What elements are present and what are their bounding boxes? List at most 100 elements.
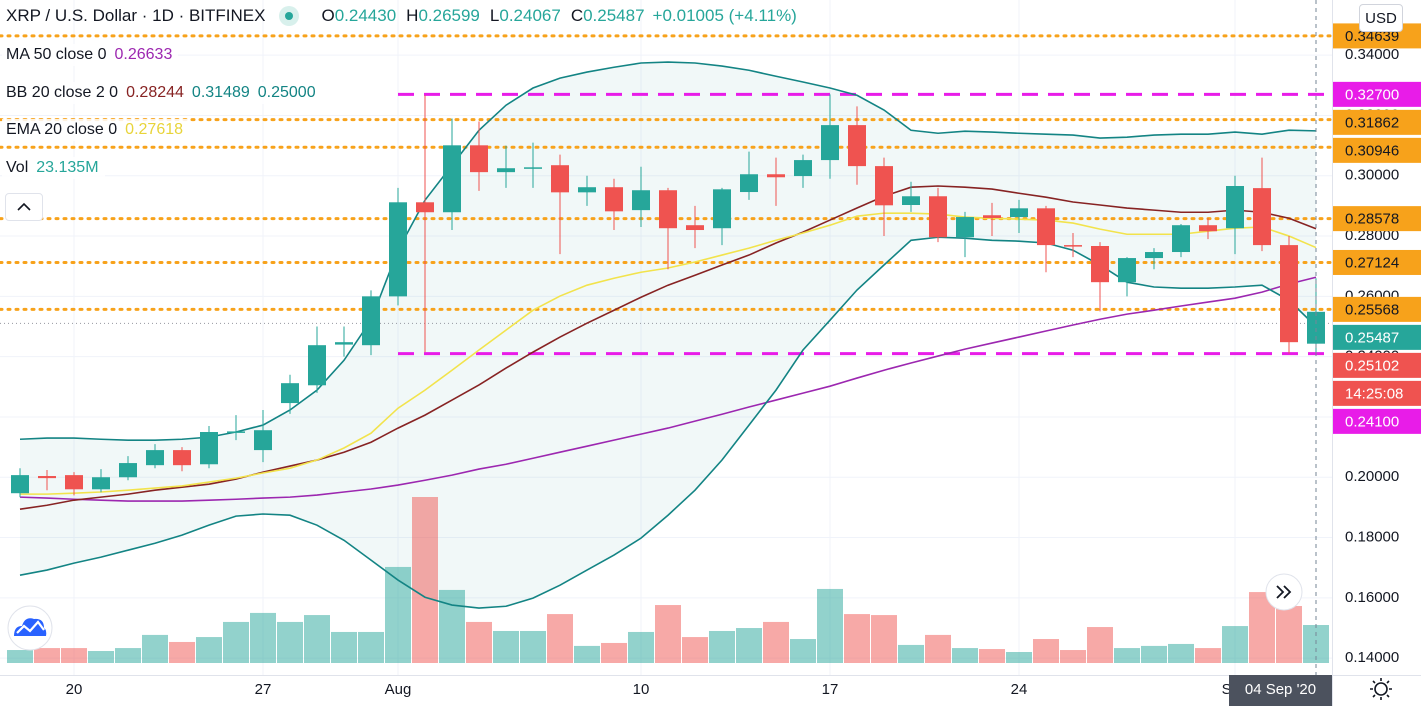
volume-bar (169, 641, 195, 663)
bar-countdown-badge (1333, 380, 1421, 406)
volume-bar (493, 630, 519, 663)
legend-label: Vol (6, 158, 29, 176)
volume-bar (709, 630, 735, 663)
candle-body (848, 125, 866, 167)
y-tick-label: 0.16000 (1345, 589, 1399, 606)
candle-body (605, 187, 623, 212)
volume-bar (412, 497, 438, 663)
candle-body (443, 145, 461, 213)
candle-body (227, 431, 245, 433)
volume-bar (196, 637, 222, 663)
candle-body (38, 476, 56, 479)
y-tick-label: 0.14000 (1345, 649, 1399, 666)
market-status[interactable] (279, 6, 300, 26)
volume-bar (979, 649, 1005, 663)
y-tick-label: 0.20000 (1345, 468, 1399, 485)
level-price-label-badge (1333, 109, 1421, 135)
volume-bar (1033, 639, 1059, 663)
legend-value: 0.25000 (257, 83, 316, 101)
legend-value: 23.135M (36, 158, 99, 176)
candle-body (200, 432, 218, 465)
candle-body (659, 190, 677, 229)
candle-body (767, 174, 785, 178)
volume-bar (925, 634, 951, 663)
candle-body (470, 145, 488, 173)
candle-body (578, 187, 596, 193)
legend-label: MA 50 close 0 (6, 46, 107, 63)
level-price-label-badge (1333, 81, 1421, 107)
collapse-icon (17, 202, 31, 211)
candle-body (1280, 245, 1298, 343)
time-axis-pane (0, 675, 1421, 706)
volume-bar (115, 648, 141, 663)
candle-body (92, 477, 110, 490)
y-tick-label: 0.34000 (1345, 46, 1399, 63)
legend-row: Vol 23.135M (2, 156, 105, 179)
volume-bar (1249, 592, 1275, 663)
level-price-label-badge (1333, 296, 1421, 322)
candle-body (416, 202, 434, 213)
level-price-label-badge (1333, 408, 1421, 434)
volume-bar (574, 645, 600, 663)
candle-body (875, 166, 893, 206)
crosshair-date-badge (1229, 675, 1332, 706)
candle-body (794, 160, 812, 177)
candle-body (686, 225, 704, 231)
volume-bar (88, 651, 114, 663)
level-price-label: 0.25568 (1345, 301, 1399, 318)
volume-bar (1168, 643, 1194, 663)
level-price-label: 0.24100 (1345, 413, 1399, 430)
volume-bar (952, 648, 978, 663)
legend-row: MA 50 close 0 0.26633 (2, 44, 179, 66)
volume-bar (1195, 648, 1221, 663)
volume-bar (1276, 606, 1302, 663)
level-price-label: 0.31862 (1345, 114, 1399, 131)
volume-bar (1087, 627, 1113, 663)
level-price-label: 0.27124 (1345, 254, 1399, 271)
x-tick-label: 17 (822, 681, 839, 698)
level-price-label-badge (1333, 206, 1421, 232)
volume-bar (331, 631, 357, 663)
currency-button[interactable]: USD (1359, 4, 1403, 32)
legend-value: 0.27618 (125, 121, 184, 138)
volume-bar (1060, 650, 1086, 663)
candle-body (821, 125, 839, 161)
volume-bar (1141, 645, 1167, 663)
ohlc-value: 0.24067 (499, 6, 561, 25)
candle-body (929, 196, 947, 238)
candle-body (65, 475, 83, 490)
indicator-line (19, 185, 1317, 510)
candle-body (173, 450, 191, 466)
volume-bar (7, 650, 33, 663)
level-price-label: 0.28578 (1345, 211, 1399, 228)
volume-bar (601, 642, 627, 663)
volume-bar (1222, 626, 1248, 663)
x-tick-label: 24 (1011, 681, 1028, 698)
volume-bar (898, 644, 924, 663)
indicator-line (19, 276, 1317, 502)
x-tick-label: Aug (385, 681, 412, 698)
collapse-legend-button[interactable] (5, 193, 43, 221)
candle-body (983, 215, 1001, 218)
candle-body (956, 217, 974, 238)
candle-body (1307, 311, 1325, 344)
legend-row: EMA 20 close 0 0.27618 (2, 119, 190, 141)
volume-bar (277, 621, 303, 663)
volume-bar (682, 637, 708, 663)
crosshair-date-label: 04 Sep '20 (1245, 681, 1316, 698)
candle-body (713, 189, 731, 229)
ohlc-value: 0.26599 (418, 6, 480, 25)
candle-body (281, 383, 299, 404)
volume-bar (844, 614, 870, 663)
price-marker-label: 0.25102 (1345, 357, 1399, 374)
ohlc-key: C (570, 6, 584, 25)
last-price-label-badge (1333, 324, 1421, 350)
candle-body (119, 463, 137, 478)
candle-body (335, 342, 353, 345)
price-marker-label-badge (1333, 352, 1421, 378)
level-price-label: 0.30946 (1345, 142, 1399, 159)
candle-body (497, 168, 515, 173)
volume-bar (736, 628, 762, 663)
